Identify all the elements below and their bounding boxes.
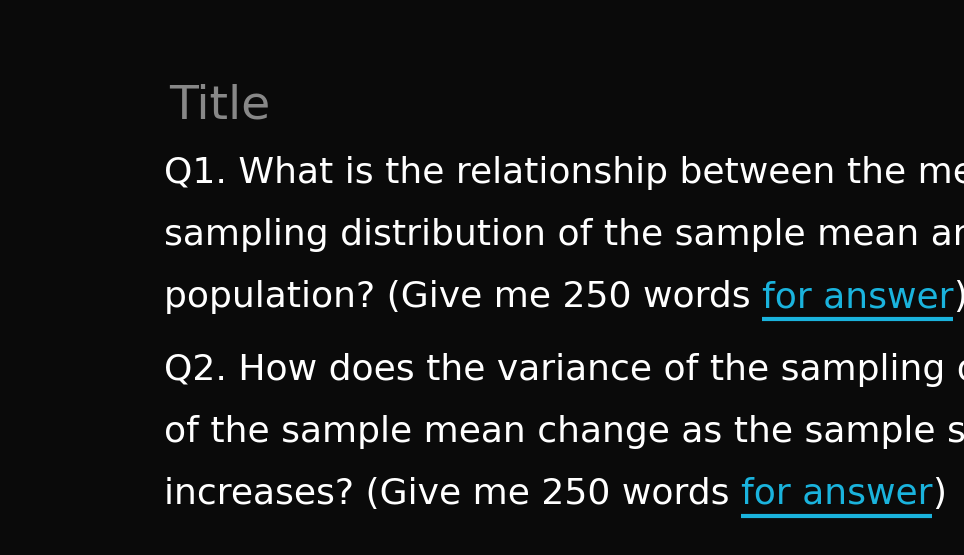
Text: Q2. How does the variance of the sampling distribution: Q2. How does the variance of the samplin…	[164, 353, 964, 387]
Text: increases? (Give me 250 words: increases? (Give me 250 words	[164, 477, 740, 511]
Text: for answer: for answer	[762, 280, 953, 314]
Text: ): )	[932, 477, 947, 511]
Text: population? (Give me 250 words: population? (Give me 250 words	[164, 280, 762, 314]
Text: Title: Title	[169, 84, 270, 129]
Text: sampling distribution of the sample mean and the: sampling distribution of the sample mean…	[164, 218, 964, 253]
Text: ): )	[953, 280, 964, 314]
Text: Q1. What is the relationship between the mean of the: Q1. What is the relationship between the…	[164, 157, 964, 190]
Text: for answer: for answer	[740, 477, 932, 511]
Text: of the sample mean change as the sample size: of the sample mean change as the sample …	[164, 415, 964, 449]
